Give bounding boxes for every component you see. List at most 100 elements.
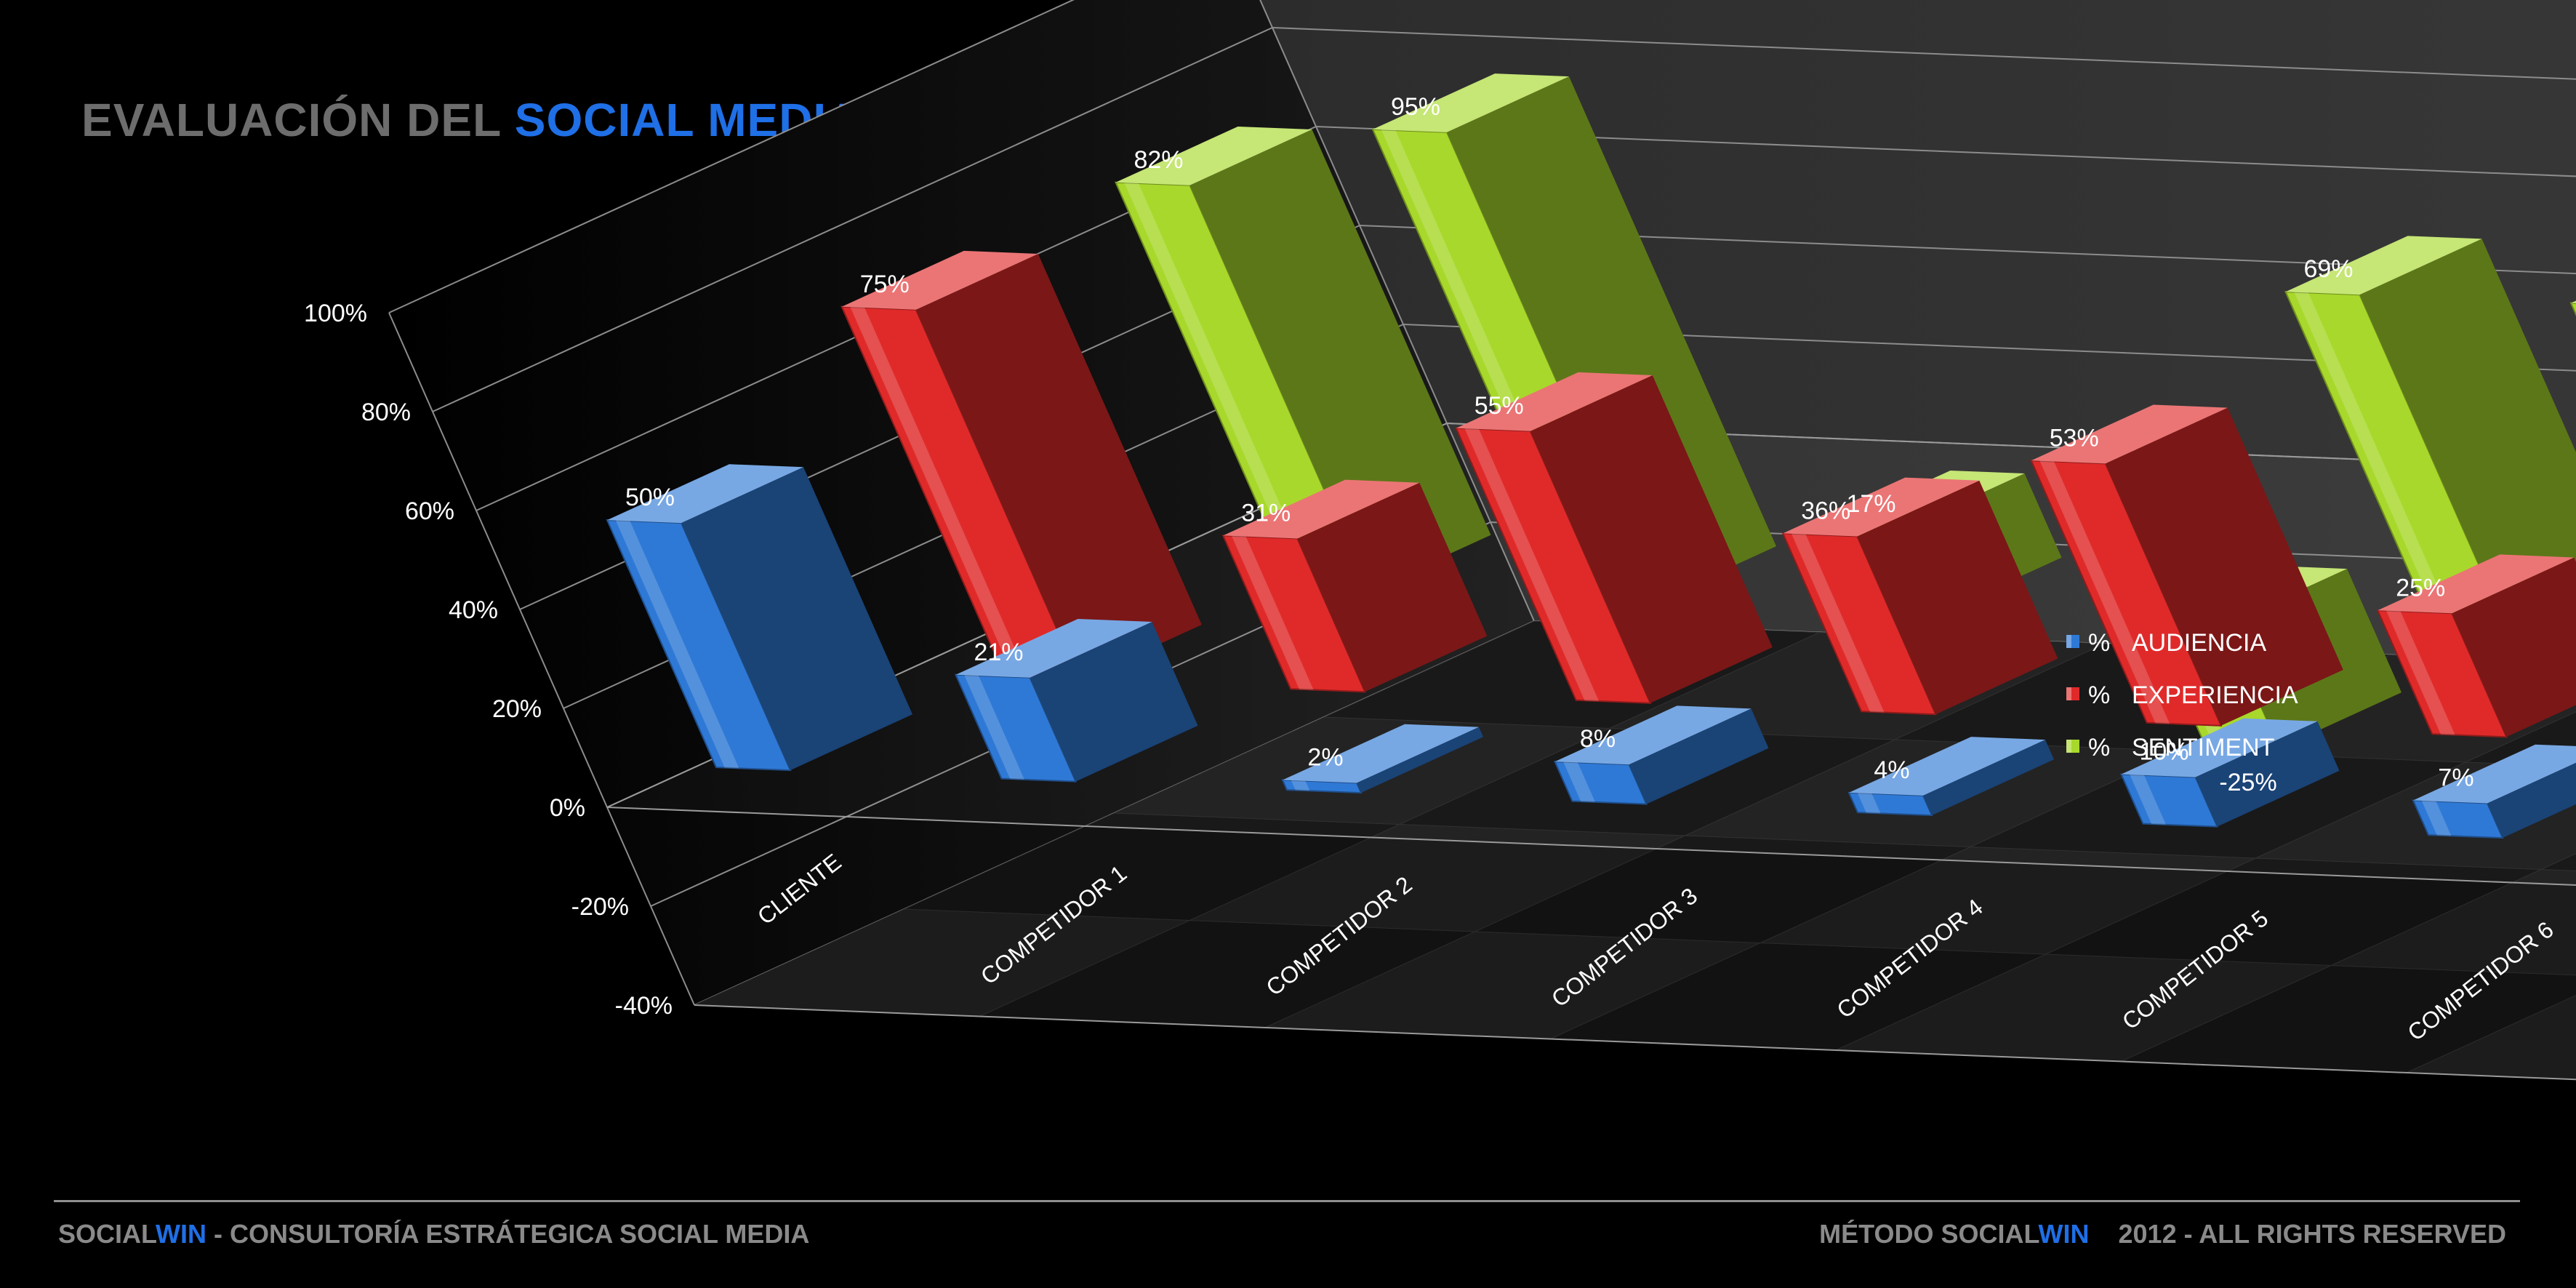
data-label: 31% [1241, 499, 1291, 527]
bar-highlight [1563, 761, 1595, 802]
legend-label: SENTIMENT [2132, 734, 2274, 761]
bar-sentiment-4 [2284, 236, 2576, 637]
data-label: 17% [1846, 490, 1895, 518]
bar-highlight [1857, 793, 1881, 814]
bar-highlight [1124, 183, 1317, 589]
floor-tile [2331, 868, 2576, 976]
y-tick-label: 20% [492, 695, 542, 723]
data-label: 55% [1474, 392, 1524, 420]
footer-copyright: 2012 - ALL RIGHTS RESERVED [2118, 1219, 2506, 1249]
bar-top [1849, 737, 2045, 796]
y-tick-label: 100% [304, 300, 367, 327]
legend-swatch-shine [2066, 687, 2071, 700]
footer-method-win: WIN [2038, 1219, 2090, 1249]
legend-swatch-shine [2066, 635, 2071, 648]
bar-side [2452, 557, 2576, 737]
legend-item: % AUDIENCIA [2066, 629, 2266, 657]
bar-audiencia-6 [2412, 744, 2576, 839]
y-tick-label: 60% [405, 497, 454, 525]
bar-experiencia-4 [2030, 404, 2343, 727]
bar-highlight [964, 675, 1024, 780]
data-label: 75% [860, 271, 910, 298]
footer-method: MÉTODO SOCIAL [1819, 1219, 2039, 1249]
legend-symbol: % [2088, 734, 2110, 761]
bar-side [2359, 239, 2576, 636]
data-label: 4% [1874, 756, 1909, 784]
bar-side [1357, 727, 1483, 793]
footer-tagline: - CONSULTORÍA ESTRÁTEGICA SOCIAL MEDIA [206, 1219, 810, 1249]
bar-highlight [1232, 535, 1314, 690]
bar-highlight [1291, 780, 1310, 791]
legend-swatch [2066, 635, 2079, 648]
bar-highlight [1464, 428, 1600, 701]
bar-top [955, 619, 1152, 678]
floor-tile [2406, 994, 2576, 1080]
data-label: 36% [1801, 497, 1850, 524]
bar-side [1629, 708, 1769, 804]
bar-highlight [2386, 610, 2455, 735]
bar-top [1373, 73, 1569, 132]
gridline [388, 0, 1075, 313]
y-tick-label: 80% [361, 399, 411, 426]
bar-audiencia-1 [954, 619, 1198, 783]
bar-highlight [2130, 775, 2166, 825]
legend-swatch [2066, 740, 2079, 753]
bar-side [2195, 721, 2340, 827]
bar-front [2569, 302, 2576, 317]
footer-brand-social: SOCIAL [58, 1219, 156, 1249]
bar-side [1030, 622, 1198, 782]
y-tick-label: 0% [550, 794, 585, 822]
data-label: 95% [1391, 93, 1440, 121]
bar-audiencia-0 [606, 464, 912, 772]
data-label: 82% [1133, 146, 1183, 174]
bar-sentiment-0 [1114, 127, 1491, 592]
data-label: 21% [974, 639, 1023, 666]
bar-audiencia-3 [1553, 705, 1769, 805]
bar-top [1554, 705, 1752, 765]
legend-swatch [2066, 687, 2079, 700]
data-label: 7% [2438, 764, 2473, 792]
y-tick-label: 40% [449, 596, 498, 624]
floor-edge [694, 1004, 2576, 1081]
bar-side [1530, 375, 1773, 703]
footer-divider [54, 1200, 2520, 1202]
y-tick-label: -20% [571, 893, 629, 921]
bar-sentiment-5 [2569, 300, 2576, 317]
bar-highlight [850, 307, 1029, 679]
bar-top [1115, 127, 1312, 185]
bar-highlight [615, 520, 739, 769]
legend-symbol: % [2088, 629, 2110, 657]
bar-experiencia-5 [2376, 554, 2576, 738]
bar-side [1857, 480, 2058, 715]
wall-edge [388, 312, 695, 1006]
title-prefix: EVALUACIÓN DEL [81, 94, 501, 146]
bar-side [681, 467, 912, 771]
legend-label: EXPERIENCIA [2132, 681, 2298, 709]
bar-audiencia-2 [1281, 724, 1483, 794]
legend-label: AUDIENCIA [2132, 629, 2266, 657]
wall-edge [1259, 0, 1535, 622]
bar-audiencia-4 [1847, 737, 2054, 817]
bar-top [1456, 372, 1653, 431]
bar-experiencia-1 [1221, 479, 1488, 693]
data-label: 69% [2303, 255, 2353, 283]
bar-top [2031, 404, 2228, 464]
bar-side [1297, 482, 1488, 692]
bar-side [2487, 762, 2576, 839]
footer-right: MÉTODO SOCIALWIN 2012 - ALL RIGHTS RESERV… [1819, 1219, 2506, 1249]
bar-side [1923, 740, 2054, 816]
footer-brand-win: WIN [156, 1219, 206, 1249]
bar-top [2571, 300, 2576, 303]
data-label: 8% [1580, 725, 1616, 753]
bar-top [2378, 554, 2575, 614]
data-label: 50% [625, 484, 675, 511]
bar-top [2285, 236, 2482, 295]
bar-experiencia-3 [1781, 477, 2058, 716]
bar-top [1783, 477, 1980, 537]
legend-item: % EXPERIENCIA [2066, 681, 2298, 709]
bar-highlight [2039, 460, 2170, 724]
data-label: 2% [1307, 744, 1343, 772]
data-label: 25% [2396, 574, 2445, 601]
bar-experiencia-0 [840, 250, 1202, 681]
legend-symbol: % [2088, 681, 2110, 709]
